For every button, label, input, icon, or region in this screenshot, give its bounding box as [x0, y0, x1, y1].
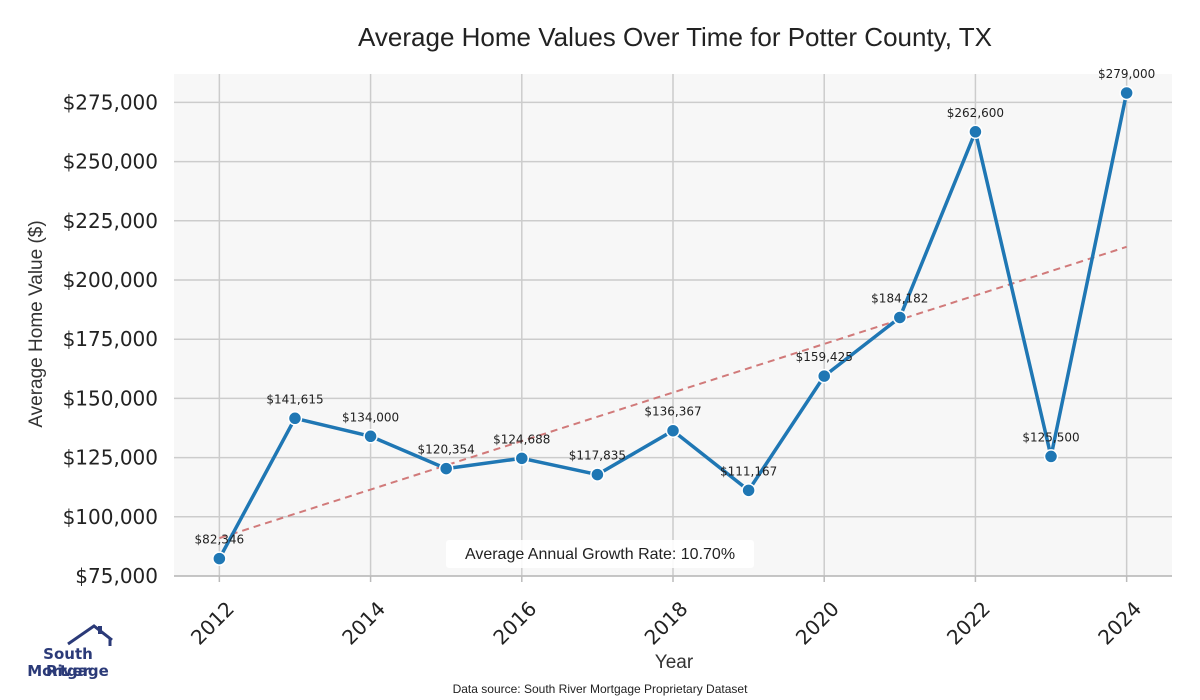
- logo-line-1: South River: [43, 645, 93, 680]
- data-point: [514, 451, 530, 466]
- data-point: [816, 368, 832, 384]
- y-axis-label: Average Home Value ($): [26, 220, 47, 427]
- y-tick-label: $150,000: [63, 386, 158, 410]
- data-label: $279,000: [1098, 67, 1155, 81]
- data-label: $120,354: [418, 443, 475, 457]
- data-point: [363, 429, 378, 444]
- y-tick-label: $125,000: [63, 446, 158, 470]
- x-axis-label: Year: [655, 652, 694, 673]
- y-tick-label: $75,000: [75, 564, 158, 588]
- data-point: [287, 411, 303, 426]
- data-label: $136,367: [644, 405, 701, 419]
- y-tick-label: $250,000: [63, 150, 158, 174]
- y-tick-label: $175,000: [63, 327, 158, 351]
- data-label: $124,688: [493, 432, 550, 446]
- south-river-mortgage-logo: South River Mortgage: [22, 622, 118, 682]
- grid-lines: [174, 74, 1172, 577]
- data-point: [1043, 449, 1059, 464]
- data-label: $125,500: [1022, 430, 1079, 444]
- annotation-text: Average Annual Growth Rate: 10.70%: [465, 546, 735, 563]
- x-tick-label: 2018: [640, 597, 693, 650]
- x-tick-label: 2014: [337, 597, 390, 650]
- annotation-box: [446, 540, 754, 568]
- growth-rate-annotation: Average Annual Growth Rate: 10.70%: [446, 540, 754, 568]
- data-point: [741, 483, 756, 498]
- data-point: [1119, 85, 1134, 101]
- data-label: $141,615: [266, 392, 323, 406]
- y-tick-label: $100,000: [63, 505, 158, 529]
- x-tick-label: 2020: [791, 597, 844, 650]
- y-tick-label: $225,000: [63, 209, 158, 233]
- data-label: $117,835: [569, 449, 626, 463]
- x-tick-label: 2012: [186, 597, 239, 650]
- series-group: $82,346 $141,615 $134,000 $120,354 $124,688 $…: [195, 67, 1155, 566]
- x-tick-label: 2022: [942, 597, 995, 650]
- data-point: [590, 467, 605, 482]
- data-label: $134,000: [342, 410, 399, 424]
- logo-line-2: Mortgage: [27, 662, 109, 680]
- data-label: $82,346: [195, 533, 245, 547]
- data-label: $111,167: [720, 464, 777, 478]
- data-label: $262,600: [947, 106, 1004, 120]
- data-source: Data source: South River Mortgage Propri…: [453, 682, 748, 696]
- x-tick-label: 2024: [1093, 597, 1146, 650]
- data-label: $184,182: [871, 291, 928, 305]
- y-tick-label: $200,000: [63, 268, 158, 292]
- house-icon: [67, 624, 113, 646]
- data-point: [665, 423, 681, 438]
- y-tick-label: $275,000: [63, 90, 158, 114]
- data-point: [892, 310, 908, 325]
- data-point: [212, 551, 227, 566]
- data-point: [438, 461, 454, 476]
- trendline-group: [219, 245, 1127, 540]
- chart-title: Average Home Values Over Time for Potter…: [358, 22, 992, 52]
- trendline: [219, 245, 1127, 540]
- data-label: $159,425: [796, 350, 853, 364]
- data-point: [968, 124, 983, 140]
- x-tick-label: 2016: [488, 597, 541, 650]
